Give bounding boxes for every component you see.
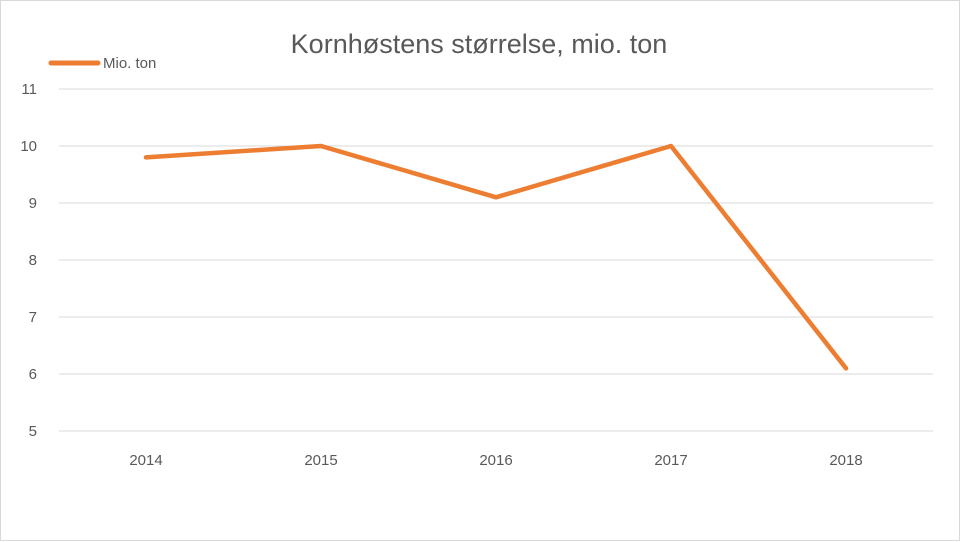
y-tick-label: 9 — [29, 195, 37, 212]
x-tick-label: 2018 — [829, 452, 862, 469]
y-tick-label: 10 — [20, 138, 37, 155]
x-tick-label: 2016 — [479, 452, 512, 469]
y-tick-label: 11 — [21, 81, 37, 98]
y-tick-label: 5 — [29, 423, 37, 440]
legend: Mio. ton — [51, 55, 156, 72]
x-tick-label: 2015 — [304, 452, 337, 469]
series-line — [146, 146, 846, 368]
chart-title: Kornhøstens størrelse, mio. ton — [291, 29, 668, 59]
y-tick-label: 6 — [29, 366, 37, 383]
x-tick-label: 2014 — [129, 452, 162, 469]
legend-label: Mio. ton — [103, 55, 156, 72]
x-tick-label: 2017 — [654, 452, 687, 469]
y-tick-label: 8 — [29, 252, 37, 269]
y-tick-label: 7 — [29, 309, 37, 326]
